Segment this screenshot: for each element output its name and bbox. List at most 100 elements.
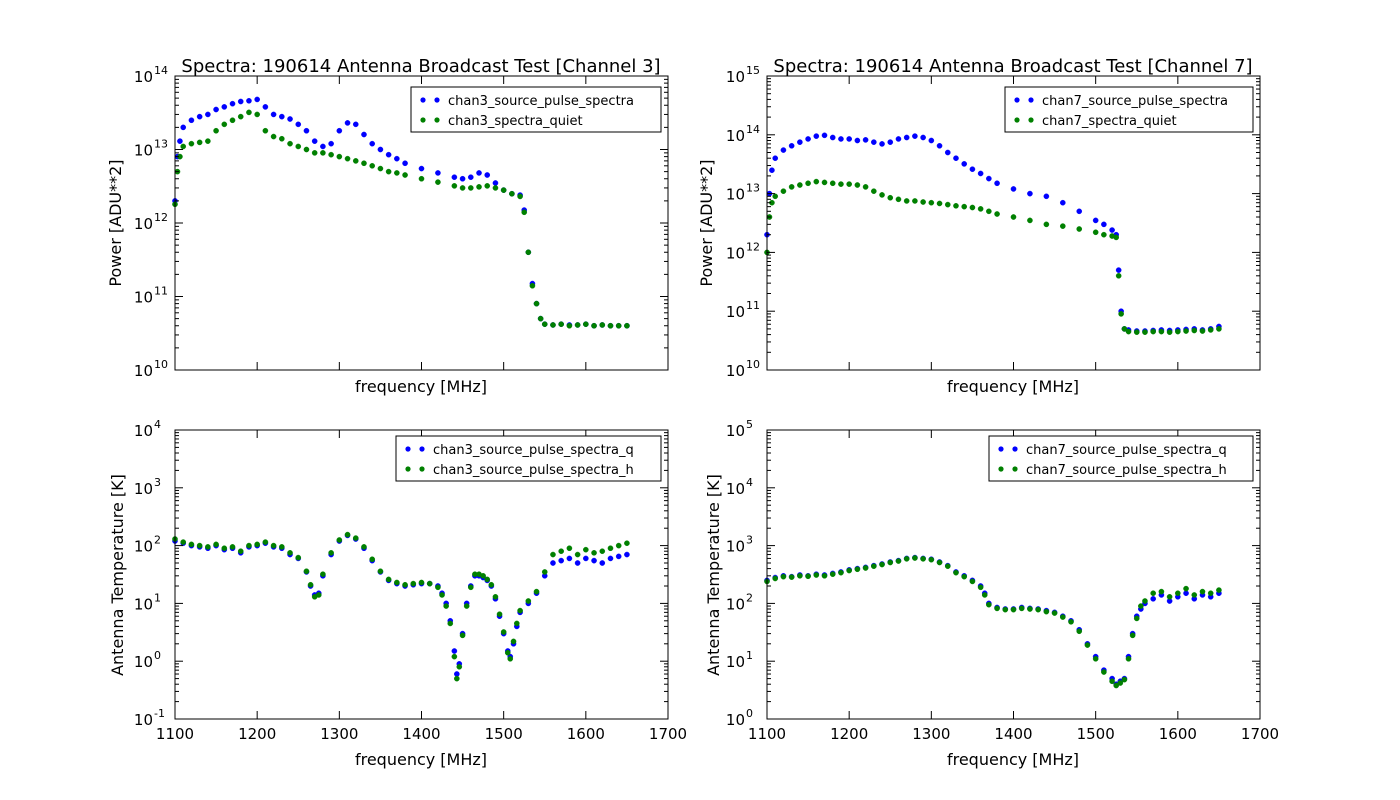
legend-marker	[405, 446, 411, 452]
data-point	[541, 321, 548, 327]
data-point	[1191, 327, 1198, 334]
data-point	[1166, 594, 1173, 600]
x-tick-label: 1600	[1159, 725, 1197, 743]
y-tick-label: 10	[134, 595, 153, 613]
data-point	[517, 607, 523, 614]
data-point	[439, 592, 445, 598]
data-point	[599, 322, 606, 328]
data-point	[977, 170, 984, 177]
data-point	[320, 143, 326, 150]
data-point	[1043, 221, 1050, 228]
series-chan3_source_pulse_spectra_h	[172, 531, 630, 682]
data-point	[180, 143, 187, 150]
y-tick-exponent: 3	[746, 534, 753, 547]
data-point	[188, 541, 195, 548]
data-point	[287, 116, 293, 122]
data-point	[797, 182, 803, 188]
data-point	[1109, 678, 1115, 685]
data-point	[574, 322, 581, 328]
data-point	[484, 576, 491, 583]
data-point	[254, 541, 260, 548]
data-point	[1133, 329, 1140, 335]
data-points	[172, 96, 630, 329]
data-point	[550, 560, 556, 566]
legend: chan7_source_pulse_spectra chan7_spectra_…	[1004, 86, 1254, 133]
data-point	[615, 322, 622, 329]
chart-title: Spectra: 190614 Antenna Broadcast Test […	[181, 56, 660, 77]
data-point	[320, 150, 326, 156]
data-point	[1175, 328, 1181, 335]
data-point	[772, 575, 779, 582]
y-tick-exponent: 5	[746, 418, 753, 431]
data-point	[246, 542, 252, 549]
data-point	[969, 204, 976, 211]
data-point	[986, 175, 992, 182]
y-tick-label: 10	[134, 422, 153, 440]
legend-label: chan7_source_pulse_spectra	[1042, 94, 1228, 109]
data-point	[352, 535, 359, 541]
data-point	[1129, 632, 1136, 639]
data-point	[1121, 326, 1128, 332]
data-point	[270, 133, 277, 140]
data-point	[838, 136, 844, 142]
data-point	[500, 629, 507, 635]
data-point	[1142, 329, 1148, 335]
data-point	[903, 134, 910, 141]
data-point	[624, 322, 630, 329]
legend-box	[1004, 86, 1254, 133]
data-point	[879, 141, 885, 147]
legend-label: chan3_source_pulse_spectra	[448, 94, 634, 109]
data-point	[279, 113, 285, 120]
data-point	[435, 584, 441, 591]
data-point	[903, 198, 910, 204]
y-tick-exponent: 13	[154, 138, 168, 151]
data-point	[303, 127, 310, 134]
data-point	[270, 542, 277, 549]
data-point	[805, 180, 811, 187]
data-points	[172, 531, 630, 682]
data-point	[994, 605, 1000, 612]
data-point	[229, 544, 236, 550]
x-axis-label: frequency [MHz]	[355, 377, 487, 396]
data-point	[246, 109, 252, 116]
data-point	[196, 113, 203, 120]
data-point	[1121, 676, 1128, 683]
legend-marker	[1012, 446, 1018, 452]
data-point	[961, 573, 968, 580]
legend: chan3_source_pulse_spectra_q chan3_source…	[395, 435, 662, 482]
data-point	[558, 557, 564, 564]
data-point	[1060, 199, 1066, 206]
data-point	[1084, 642, 1091, 648]
data-point	[180, 539, 187, 545]
legend-marker	[434, 97, 440, 103]
x-axis-label: frequency [MHz]	[947, 377, 1079, 396]
data-point	[295, 554, 302, 561]
data-point	[1043, 608, 1050, 615]
data-point	[262, 104, 269, 110]
data-point	[1060, 223, 1066, 229]
legend-marker	[420, 117, 426, 123]
data-point	[213, 127, 219, 134]
subplot-chan3-power: Spectra: 190614 Antenna Broadcast Test […	[106, 56, 669, 396]
data-point	[537, 315, 544, 322]
data-point	[369, 556, 376, 563]
x-tick-label: 1500	[1077, 725, 1115, 743]
data-point	[1142, 598, 1148, 604]
data-point	[1216, 326, 1222, 332]
data-point	[591, 557, 597, 564]
data-point	[846, 136, 852, 142]
data-point	[344, 155, 351, 162]
data-point	[504, 649, 511, 656]
data-point	[514, 620, 520, 627]
legend-label: chan3_source_pulse_spectra_q	[433, 443, 634, 458]
x-axis-label: frequency [MHz]	[947, 750, 1079, 769]
y-tick-exponent: 2	[746, 591, 753, 604]
data-point	[456, 664, 463, 670]
data-point	[435, 179, 441, 185]
data-point	[871, 563, 877, 570]
data-point	[254, 111, 260, 118]
data-point	[1076, 208, 1083, 215]
data-point	[500, 187, 507, 193]
y-tick-label: 10	[726, 480, 745, 498]
